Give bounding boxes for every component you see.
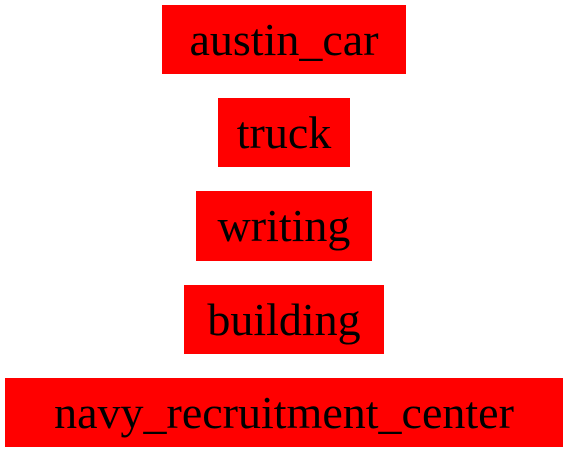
label-truck: truck [218,98,350,167]
label-writing: writing [196,191,372,261]
label-austin-car: austin_car [162,5,406,74]
label-building: building [184,285,384,354]
label-navy-recruitment-center: navy_recruitment_center [5,378,563,447]
